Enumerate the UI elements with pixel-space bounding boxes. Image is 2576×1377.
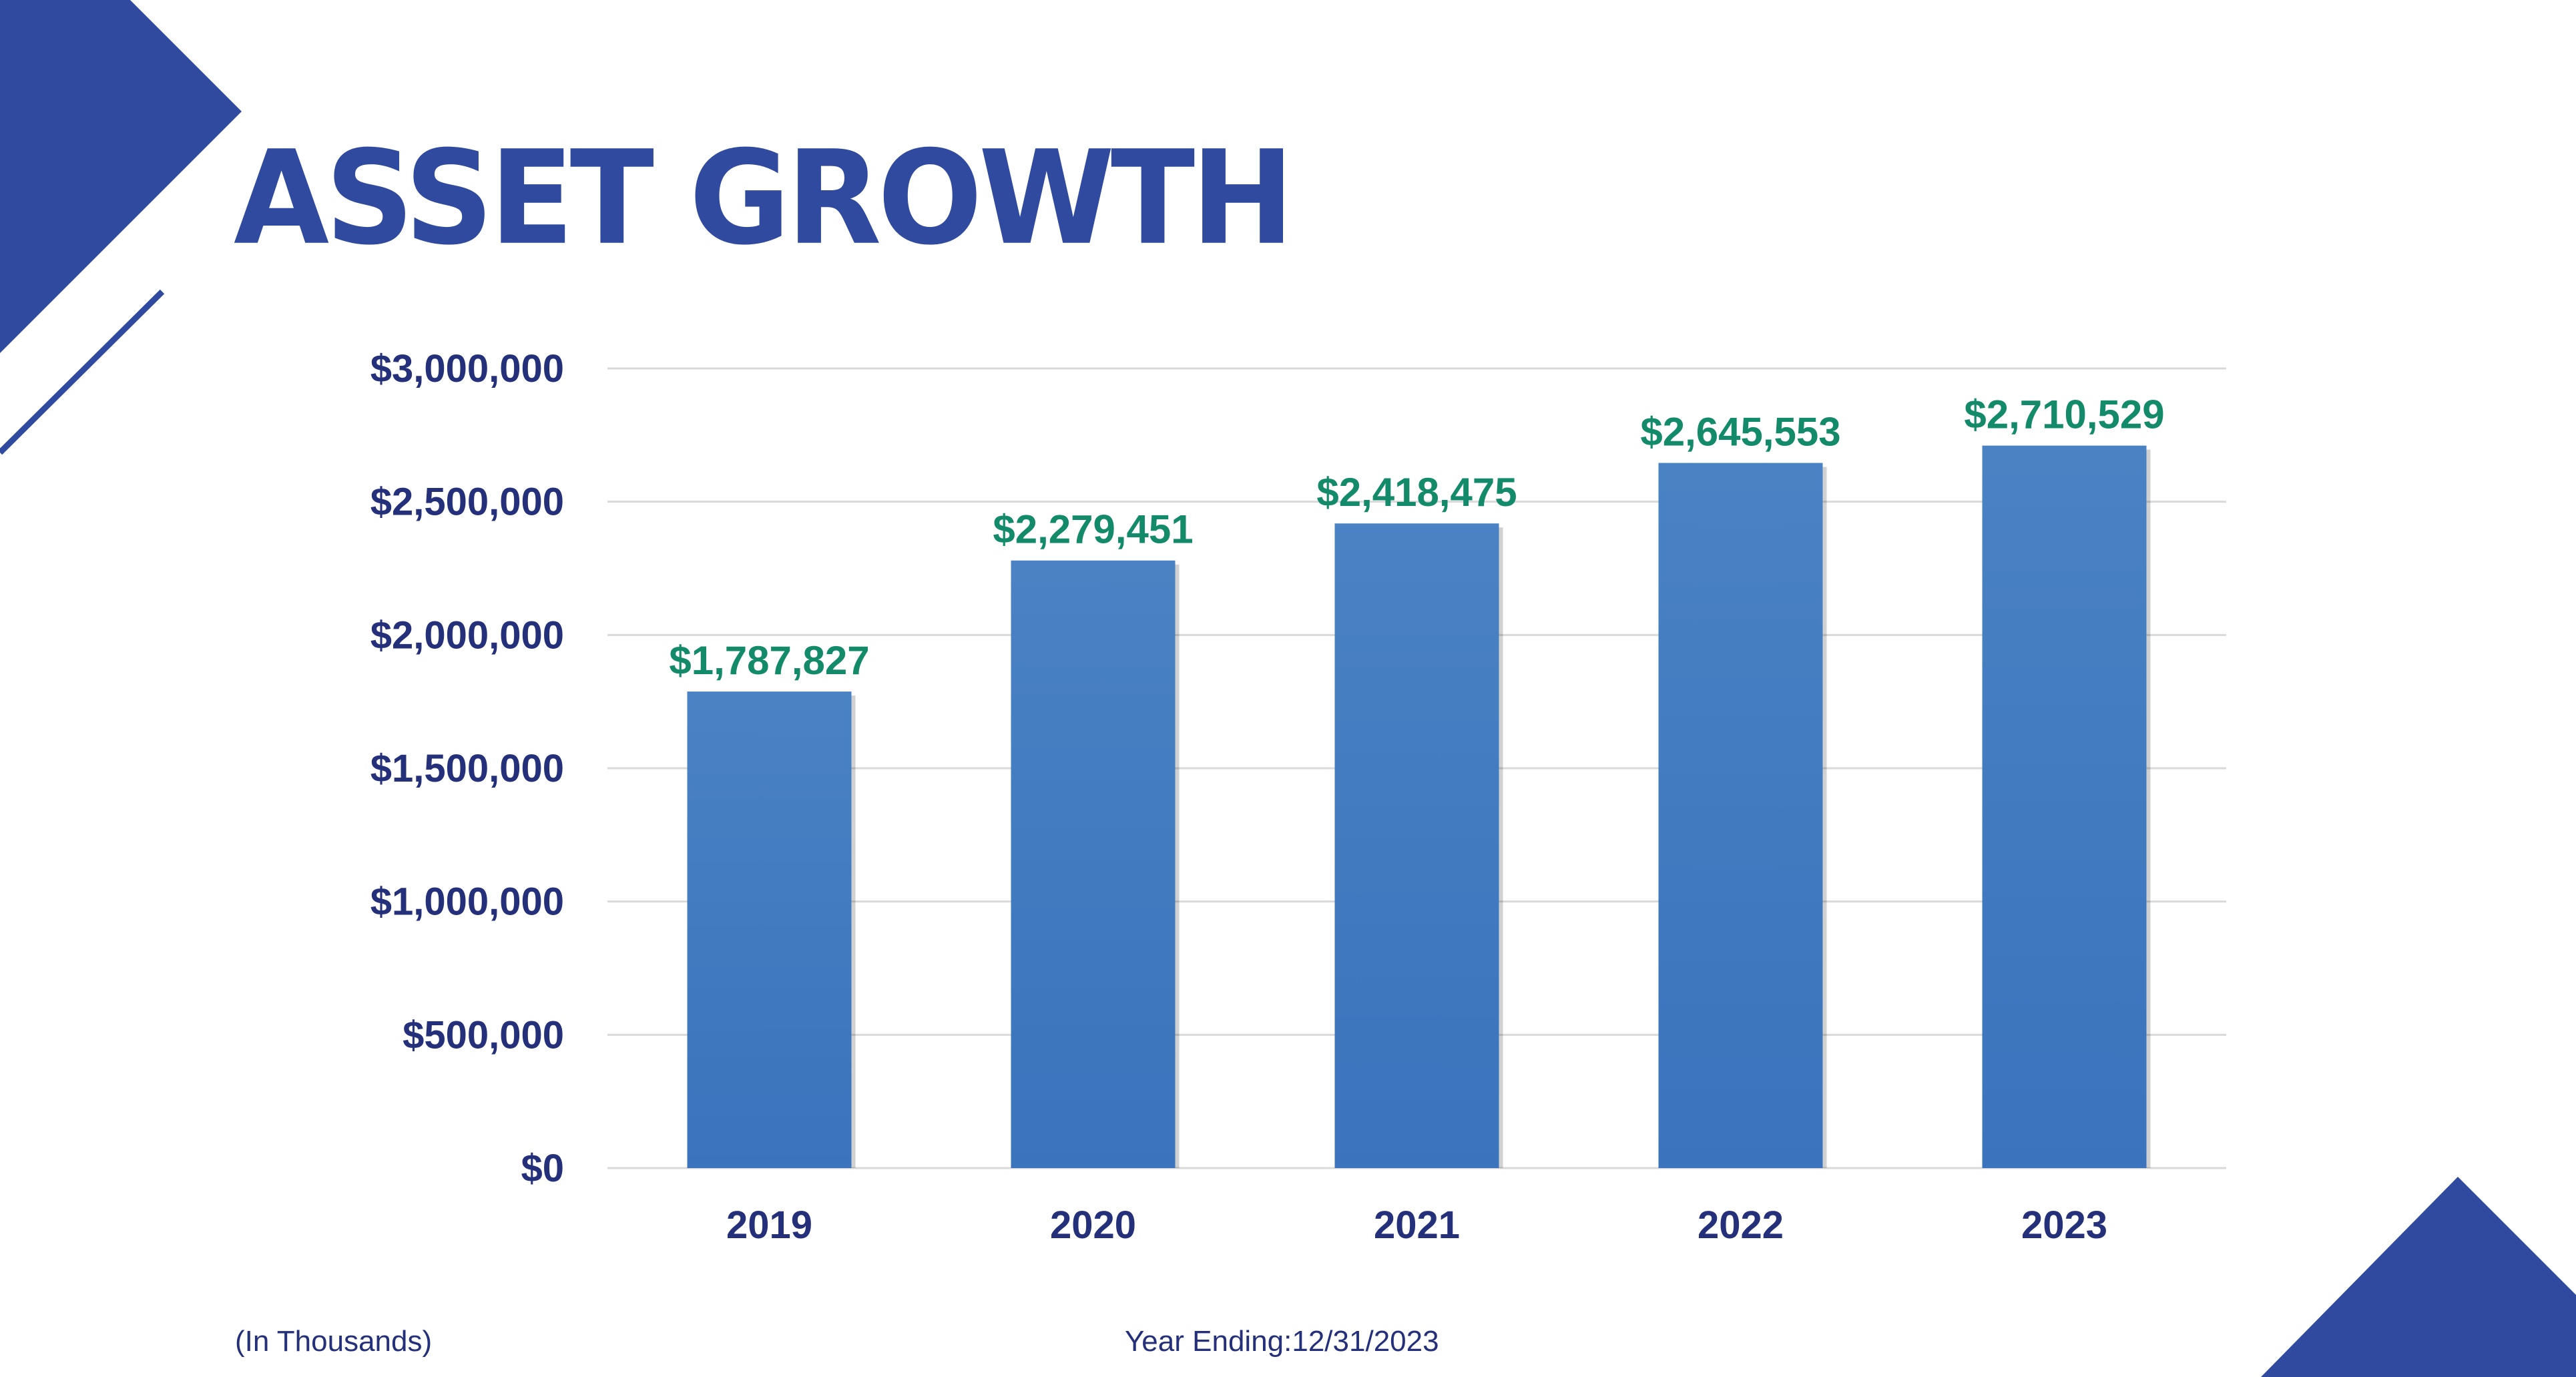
bar bbox=[687, 692, 852, 1168]
bar bbox=[1982, 445, 2147, 1168]
bar bbox=[1011, 560, 1176, 1168]
data-label: $2,645,553 bbox=[1640, 410, 1840, 455]
bar bbox=[1658, 463, 1823, 1168]
y-tick-label: $3,000,000 bbox=[370, 347, 564, 390]
x-axis-tick-labels: 2019 2020 2021 2022 2023 bbox=[726, 1203, 2107, 1247]
top-left-diagonal-line bbox=[0, 289, 165, 455]
top-left-triangle bbox=[0, 0, 242, 353]
x-tick-label: 2020 bbox=[1050, 1203, 1136, 1247]
bars bbox=[687, 445, 2151, 1168]
y-tick-label: $2,500,000 bbox=[370, 481, 564, 524]
data-label: $2,279,451 bbox=[993, 507, 1193, 552]
y-tick-label: $0 bbox=[521, 1147, 564, 1190]
y-tick-label: $2,000,000 bbox=[370, 613, 564, 657]
y-tick-label: $500,000 bbox=[403, 1013, 564, 1057]
data-label: $2,710,529 bbox=[1964, 392, 2164, 437]
data-labels: $1,787,827 $2,279,451 $2,418,475 $2,645,553… bbox=[669, 392, 2164, 683]
slide-title: ASSET GROWTH bbox=[234, 122, 1294, 274]
year-ending-note: Year Ending:12/31/2023 bbox=[1125, 1325, 1439, 1358]
bar bbox=[1334, 523, 1499, 1168]
x-tick-label: 2022 bbox=[1698, 1203, 1784, 1247]
units-note: (In Thousands) bbox=[235, 1325, 433, 1358]
data-label: $2,418,475 bbox=[1316, 470, 1517, 515]
y-tick-label: $1,000,000 bbox=[370, 880, 564, 924]
bottom-right-triangle bbox=[2261, 1177, 2576, 1377]
y-axis-tick-labels: $0 $500,000 $1,000,000 $1,500,000 $2,000,000… bbox=[370, 347, 564, 1190]
y-tick-label: $1,500,000 bbox=[370, 747, 564, 790]
x-tick-label: 2019 bbox=[726, 1203, 812, 1247]
data-label: $1,787,827 bbox=[669, 638, 869, 683]
x-tick-label: 2021 bbox=[1374, 1203, 1460, 1247]
x-tick-label: 2023 bbox=[2021, 1203, 2107, 1247]
